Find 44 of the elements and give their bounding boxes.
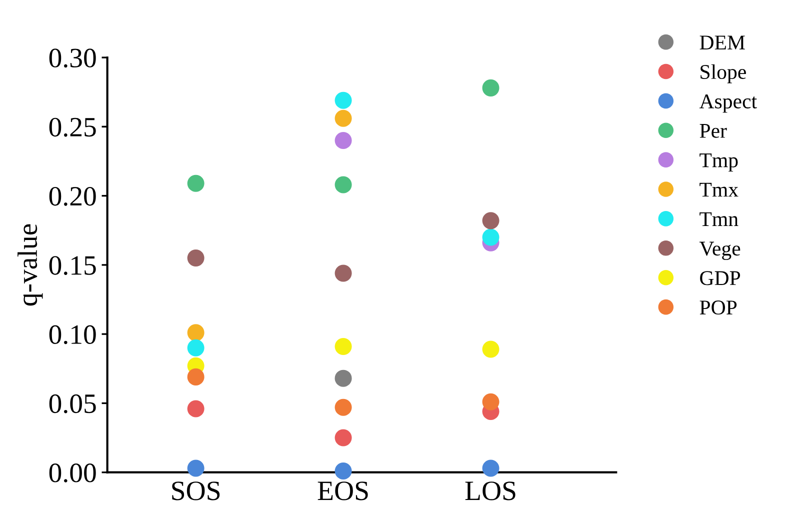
point bbox=[334, 176, 352, 194]
point bbox=[187, 324, 204, 342]
point bbox=[334, 338, 352, 356]
point bbox=[482, 79, 500, 96]
y-tick-label: 0.05 bbox=[49, 394, 96, 414]
point bbox=[334, 92, 352, 109]
point bbox=[187, 174, 204, 192]
legend-label: Per bbox=[700, 124, 727, 138]
point bbox=[334, 370, 352, 387]
y-tick-label: 0.20 bbox=[49, 186, 96, 206]
point bbox=[187, 250, 204, 267]
point bbox=[187, 460, 204, 477]
legend-label: DEM bbox=[700, 36, 745, 50]
point bbox=[334, 429, 352, 446]
y-tick-label: 0.25 bbox=[49, 118, 96, 137]
x-tick-label: LOS bbox=[465, 482, 516, 500]
point bbox=[334, 110, 352, 127]
x-tick-label: SOS bbox=[172, 482, 220, 500]
legend-label: POP bbox=[700, 300, 737, 315]
y-axis-title: q-value bbox=[18, 224, 43, 306]
point bbox=[482, 460, 500, 477]
point bbox=[187, 400, 204, 418]
point bbox=[482, 228, 500, 246]
legend-label: Vege bbox=[699, 242, 740, 260]
point bbox=[482, 393, 500, 410]
point bbox=[334, 398, 352, 416]
y-tick-label: 0.10 bbox=[49, 325, 96, 344]
legend-label: Tmp bbox=[700, 153, 738, 172]
x-tick-label: EOS bbox=[318, 482, 368, 500]
point bbox=[482, 340, 500, 358]
legend-label: Slope bbox=[700, 64, 746, 84]
y-tick-label: 0.00 bbox=[49, 464, 96, 482]
point bbox=[187, 368, 204, 386]
legend-label: Aspect bbox=[699, 94, 757, 113]
legend-label: Tmn bbox=[700, 212, 738, 226]
legend-label: Tmx bbox=[700, 182, 738, 197]
point bbox=[334, 264, 352, 282]
point bbox=[187, 339, 204, 356]
point bbox=[334, 462, 352, 480]
point bbox=[482, 212, 500, 230]
y-tick-label: 0.15 bbox=[49, 256, 96, 275]
point bbox=[334, 132, 352, 149]
y-tick-label: 0.30 bbox=[49, 48, 96, 68]
legend-label: GDP bbox=[700, 271, 740, 286]
